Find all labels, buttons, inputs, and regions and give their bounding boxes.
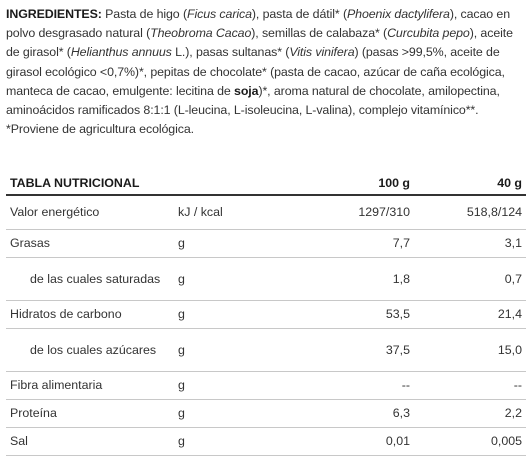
row-name: Sal [6,427,178,456]
row-unit: g [178,229,288,258]
header-nutrition-title: TABLA NUTRICIONAL [6,172,178,196]
allergen-soja: soja [234,83,259,98]
table-row: de los cuales azúcares g 37,5 15,0 [6,328,526,372]
row-per-40g: 21,4 [414,300,526,329]
row-per-100g: 37,5 [288,328,414,372]
ingredients-latin-3: Theobroma Cacao [150,26,252,41]
row-per-100g: 0,01 [288,427,414,456]
row-per-40g: 3,1 [414,229,526,258]
ingredients-latin-5: Helianthus annuus [70,45,172,60]
header-unit [178,172,288,196]
row-name: de los cuales azúcares [6,328,178,372]
row-per-100g: 53,5 [288,300,414,329]
row-unit: g [178,399,288,428]
table-row: Proteína g 6,3 2,2 [6,399,526,428]
row-name: Fibra alimentaria [6,371,178,400]
row-per-100g: 7,7 [288,229,414,258]
row-name: Valor energético [6,195,178,230]
row-unit: kJ / kcal [178,195,288,230]
row-unit: g [178,328,288,372]
table-row: Sal g 0,01 0,005 [6,427,526,456]
table-row: Hidratos de carbono g 53,5 21,4 [6,300,526,329]
row-per-100g: 1297/310 [288,195,414,230]
row-unit: g [178,300,288,329]
header-per-40g: 40 g [414,172,526,196]
row-per-40g: 0,7 [414,257,526,301]
row-unit: g [178,257,288,301]
ingredients-text-3: ), cacao en polvo desgrasado natural ( [6,7,511,41]
row-per-40g: 2,2 [414,399,526,428]
row-per-100g: 1,8 [288,257,414,301]
row-name: Hidratos de carbono [6,300,178,329]
table-row: Valor energético kJ / kcal 1297/310 518,… [6,195,526,230]
ingredients-text-5: ), aceite de girasol* ( [6,26,513,60]
row-per-40g: 0,005 [414,427,526,456]
ingredients-latin-2: Phoenix dactylifera [347,7,450,21]
row-unit: g [178,427,288,456]
ingredients-text-6: L.), pasas sultanas* ( [171,45,290,60]
table-row: Fibra alimentaria g -- -- [6,371,526,400]
ingredients-text-2: ), pasta de dátil* ( [251,7,348,21]
table-row: Grasas g 7,7 3,1 [6,229,526,258]
row-per-100g: 6,3 [288,399,414,428]
nutrition-table: TABLA NUTRICIONAL 100 g 40 g Valor energ… [6,172,526,456]
row-per-40g: -- [414,371,526,400]
table-row: de las cuales saturadas g 1,8 0,7 [6,257,526,301]
ingredients-text-8: )*, aroma natural de chocolate, amilopec… [6,83,500,137]
row-name: de las cuales saturadas [6,257,178,301]
nutrition-table-header: TABLA NUTRICIONAL 100 g 40 g [6,172,526,196]
ingredients-latin-6: Vitis vinifera [289,45,355,60]
row-name: Proteína [6,399,178,428]
row-per-40g: 518,8/124 [414,195,526,230]
row-name: Grasas [6,229,178,258]
ingredients-text-4: ), semillas de calabaza* ( [251,26,388,41]
ingredients-paragraph: INGREDIENTES: Pasta de higo (Ficus caric… [6,5,524,139]
ingredients-text-7: ) (pasas >99,5%, aceite de girasol ecoló… [6,45,505,98]
row-per-100g: -- [288,371,414,400]
row-per-40g: 15,0 [414,328,526,372]
header-per-100g: 100 g [288,172,414,196]
ingredients-text-1: Pasta de higo ( [101,7,187,21]
ingredients-latin-4: Curcubita pepo [387,26,470,41]
ingredients-latin-1: Ficus carica [186,7,252,21]
ingredients-label: INGREDIENTES: [6,7,102,21]
row-unit: g [178,371,288,400]
